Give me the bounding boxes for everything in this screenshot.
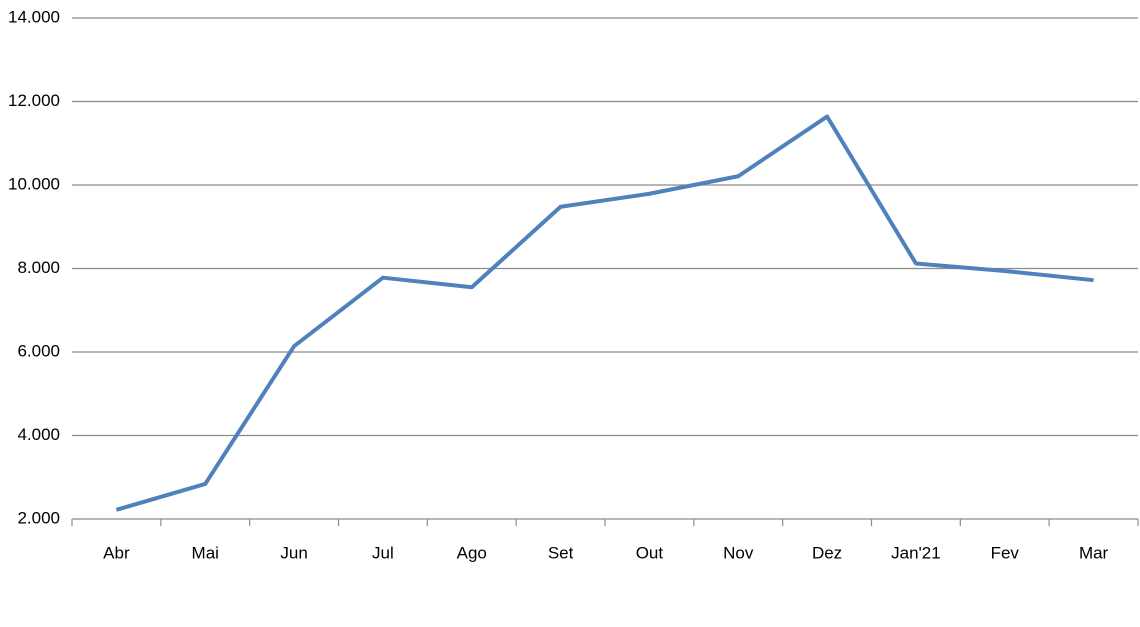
y-tick-label: 10.000 bbox=[8, 174, 60, 193]
x-tick-label: Mai bbox=[192, 543, 219, 562]
x-tick-label: Out bbox=[636, 543, 664, 562]
y-tick-label: 4.000 bbox=[17, 425, 60, 444]
x-tick-label: Jun bbox=[280, 543, 307, 562]
x-tick-label: Ago bbox=[457, 543, 487, 562]
y-tick-label: 8.000 bbox=[17, 258, 60, 277]
x-tick-label: Set bbox=[548, 543, 574, 562]
x-tick-label: Jul bbox=[372, 543, 394, 562]
data-line bbox=[115, 114, 1094, 512]
y-tick-label: 2.000 bbox=[17, 508, 60, 527]
x-tick-label: Jan'21 bbox=[891, 543, 941, 562]
x-tick-label: Dez bbox=[812, 543, 842, 562]
x-tick-label: Nov bbox=[723, 543, 754, 562]
x-tick-label: Fev bbox=[991, 543, 1020, 562]
y-tick-label: 6.000 bbox=[17, 341, 60, 360]
y-tick-label: 12.000 bbox=[8, 91, 60, 110]
y-tick-label: 14.000 bbox=[8, 7, 60, 26]
x-tick-label: Mar bbox=[1079, 543, 1109, 562]
x-tick-label: Abr bbox=[103, 543, 130, 562]
